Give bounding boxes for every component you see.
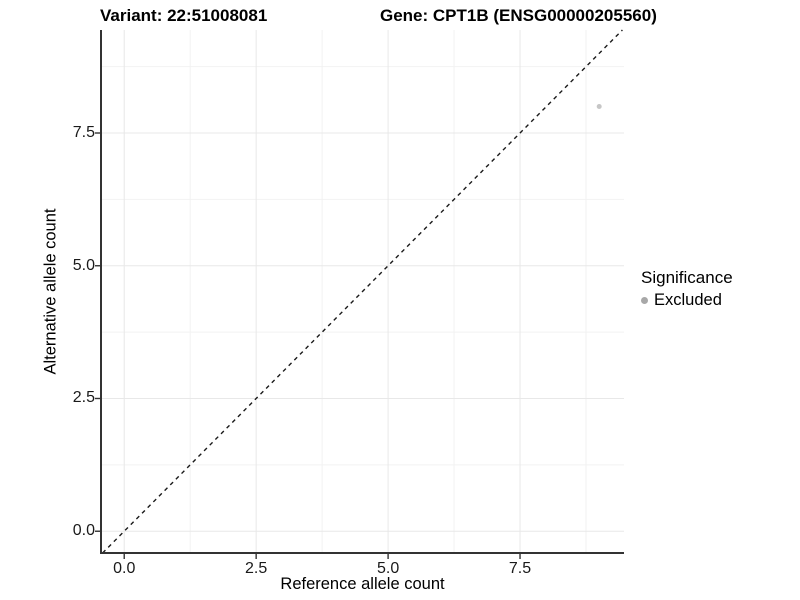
x-tick-label: 2.5 <box>245 560 268 577</box>
x-axis-title: Reference allele count <box>280 575 445 593</box>
y-tick-label: 0.0 <box>72 522 95 540</box>
x-tick-label: 5.0 <box>376 560 400 577</box>
y-tick-label: 5.0 <box>72 256 95 274</box>
legend-title: Significance <box>641 268 733 287</box>
legend-entry-excluded: Excluded <box>641 291 733 310</box>
legend-entry-label: Excluded <box>654 291 722 309</box>
gene-title: Gene: CPT1B (ENSG00000205560) <box>380 6 657 25</box>
identity-dashed-line <box>102 29 623 554</box>
y-axis-title: Alternative allele count <box>41 208 60 375</box>
variant-title: Variant: 22:51008081 <box>100 6 268 25</box>
y-tick-label: 7.5 <box>72 124 95 141</box>
x-tick-label: 0.0 <box>113 560 136 577</box>
legend-point-icon <box>641 297 648 304</box>
data-point <box>596 103 602 109</box>
y-tick-label: 2.5 <box>72 389 95 407</box>
legend: Significance Excluded <box>641 268 733 310</box>
x-tick-label: 7.5 <box>508 560 532 577</box>
